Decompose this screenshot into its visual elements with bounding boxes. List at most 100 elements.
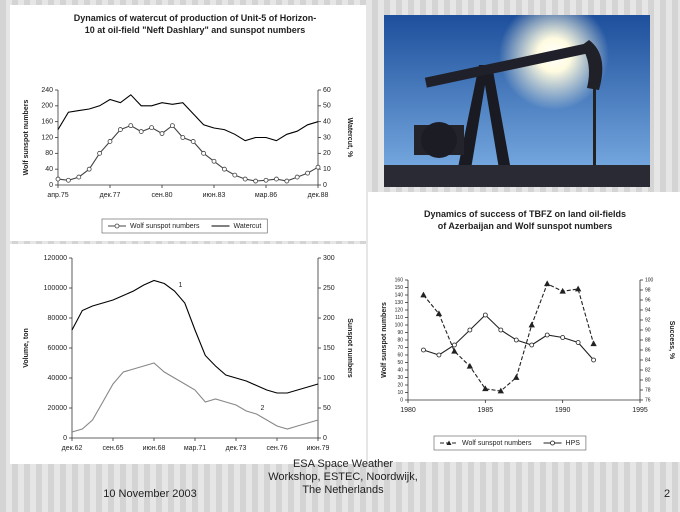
point (77, 175, 81, 179)
y-tick-label: 100000 (44, 285, 67, 292)
y2-tick-label: 90 (645, 327, 651, 333)
y2-tick-label: 300 (323, 255, 335, 262)
y2-tick-label: 30 (323, 134, 331, 141)
series-line (72, 363, 318, 432)
point (254, 179, 258, 183)
y2-tick-label: 84 (645, 357, 651, 363)
y2-tick-label: 98 (645, 287, 651, 293)
y2-tick-label: 40 (323, 119, 331, 126)
point (233, 173, 237, 177)
legend-marker (551, 441, 555, 445)
y-tick-label: 160 (41, 119, 53, 126)
y-tick-label: 60000 (48, 345, 68, 352)
y-tick-label: 20000 (48, 405, 68, 412)
y-tick-label: 10 (397, 390, 403, 396)
point (591, 341, 596, 346)
y-tick-label: 40000 (48, 375, 68, 382)
y-tick-label: 140 (395, 292, 404, 298)
y2-tick-label: 78 (645, 387, 651, 393)
point (452, 349, 457, 354)
point (545, 333, 549, 337)
point (452, 343, 456, 347)
point (295, 175, 299, 179)
point (274, 177, 278, 181)
y-tick-label: 160 (395, 277, 404, 283)
y2-tick-label: 150 (323, 345, 335, 352)
point (191, 139, 195, 143)
y-axis-label: Wolf sunspot numbers (23, 100, 30, 176)
y-tick-label: 70 (397, 345, 403, 351)
y-tick-label: 40 (45, 166, 53, 173)
point (181, 136, 185, 140)
y2-tick-label: 60 (323, 87, 331, 94)
y-tick-label: 240 (41, 87, 53, 94)
point (306, 171, 310, 175)
point (514, 375, 519, 380)
y-tick-label: 120000 (44, 255, 67, 262)
chart-title: Dynamics of success of TBFZ on land oil-… (420, 208, 630, 232)
y-tick-label: 80 (45, 150, 53, 157)
y-tick-label: 50 (397, 360, 403, 366)
y-tick-label: 120 (395, 307, 404, 313)
point (118, 128, 122, 132)
y2-axis-label: Watercut, % (346, 118, 353, 159)
chart-title: Dynamics of watercut of production of Un… (70, 12, 320, 36)
y-tick-label: 120 (41, 134, 53, 141)
x-tick-label: сен.76 (267, 445, 288, 452)
y-tick-label: 0 (400, 397, 403, 403)
y2-tick-label: 250 (323, 285, 335, 292)
point (514, 338, 518, 342)
x-tick-label: июн.68 (143, 445, 166, 452)
y-axis-label: Wolf sunspot numbers (381, 302, 388, 378)
point (212, 159, 216, 163)
y-tick-label: 0 (49, 182, 53, 189)
y-tick-label: 200 (41, 103, 53, 110)
y2-tick-label: 100 (645, 277, 654, 283)
series-label: 2 (261, 405, 265, 412)
x-tick-label: апр.75 (47, 192, 68, 199)
footer-event: ESA Space Weather Workshop, ESTEC, Noord… (268, 458, 418, 497)
point (467, 364, 472, 369)
y-axis-label: Volume, ton (23, 328, 30, 368)
point (437, 353, 441, 357)
y2-tick-label: 0 (323, 435, 327, 442)
point (483, 313, 487, 317)
y2-tick-label: 86 (645, 347, 651, 353)
series-line (58, 95, 318, 141)
x-tick-label: мар.86 (255, 192, 277, 199)
y2-tick-label: 50 (323, 405, 331, 412)
point (561, 336, 565, 340)
y-tick-label: 20 (397, 382, 403, 388)
y-tick-label: 90 (397, 330, 403, 336)
y2-tick-label: 10 (323, 166, 331, 173)
point (421, 293, 426, 298)
y2-tick-label: 200 (323, 315, 335, 322)
x-tick-label: 1985 (478, 407, 494, 414)
point (468, 328, 472, 332)
x-tick-label: сен.80 (152, 192, 173, 199)
x-tick-label: дек.77 (100, 192, 121, 199)
y2-tick-label: 96 (645, 297, 651, 303)
point (285, 179, 289, 183)
point (139, 130, 143, 134)
x-tick-label: 1995 (632, 407, 648, 414)
y2-tick-label: 92 (645, 317, 651, 323)
point (592, 358, 596, 362)
point (98, 151, 102, 155)
x-tick-label: июн.79 (307, 445, 330, 452)
point (316, 165, 320, 169)
x-tick-label: 1980 (400, 407, 416, 414)
y2-tick-label: 76 (645, 397, 651, 403)
series-line (72, 281, 318, 394)
legend-label: Watercut (234, 223, 262, 230)
point (160, 132, 164, 136)
y2-tick-label: 0 (323, 182, 327, 189)
point (545, 281, 550, 286)
y2-tick-label: 82 (645, 367, 651, 373)
x-tick-label: июн.83 (203, 192, 226, 199)
footer-date: 10 November 2003 (80, 488, 220, 501)
y-tick-label: 60 (397, 352, 403, 358)
point (222, 167, 226, 171)
slide: {"chart_data": [ {"type": "line", "title… (0, 0, 680, 512)
legend-label: Wolf sunspot numbers (130, 223, 200, 230)
